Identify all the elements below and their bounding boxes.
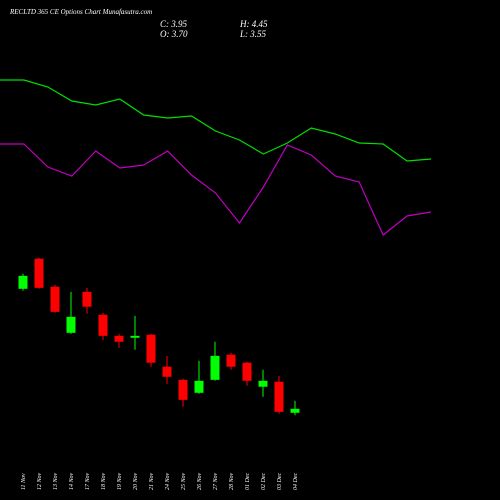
x-tick-label: 18 Nov [101, 472, 107, 490]
x-tick-label: 03 Dec [277, 473, 283, 490]
x-tick-label: 01 Dec [245, 473, 251, 490]
x-tick-label: 24 Nov [164, 472, 171, 490]
candle-body [274, 381, 284, 412]
x-tick-label: 25 Nov [181, 472, 187, 490]
x-tick-label: 17 Nov [85, 472, 91, 490]
candle-body [82, 291, 92, 307]
candle-body [98, 314, 108, 336]
x-tick-label: 26 Nov [197, 472, 203, 490]
x-tick-label: 04 Dec [292, 473, 299, 490]
chart-title: RECLTD 365 CE Options Chart Munafasutra.… [9, 8, 152, 16]
candle-body [66, 316, 76, 333]
candle-body [194, 380, 204, 393]
x-tick-label: 11 Nov [21, 473, 27, 490]
candle-body [290, 408, 300, 413]
candle-body [162, 366, 172, 377]
x-tick-label: 14 Nov [68, 472, 75, 490]
close-label: C: 3.95 [160, 19, 188, 29]
candle-body [178, 379, 188, 400]
low-label: L: 3.55 [239, 29, 267, 39]
candle-body [210, 355, 220, 380]
x-tick-label: 02 Dec [261, 473, 267, 490]
candle-body [50, 286, 60, 312]
x-tick-label: 12 Nov [37, 472, 43, 490]
candle-body [242, 362, 252, 381]
indicator-line [0, 143, 432, 236]
candle-body [226, 354, 236, 367]
candle-body [258, 380, 268, 387]
x-tick-label: 27 Nov [213, 472, 219, 490]
candle-body [34, 258, 44, 288]
x-tick-label: 28 Nov [229, 472, 235, 490]
x-tick-label: 21 Nov [149, 472, 155, 490]
candle-body [146, 334, 156, 363]
candle-body [130, 335, 140, 338]
open-label: O: 3.70 [160, 29, 188, 39]
high-label: H: 4.45 [239, 19, 268, 29]
x-tick-label: 13 Nov [53, 472, 59, 490]
x-tick-label: 20 Nov [133, 472, 139, 490]
candle-body [18, 275, 28, 289]
candle-body [114, 335, 124, 342]
indicator-line [0, 79, 432, 162]
x-tick-label: 19 Nov [117, 472, 123, 490]
